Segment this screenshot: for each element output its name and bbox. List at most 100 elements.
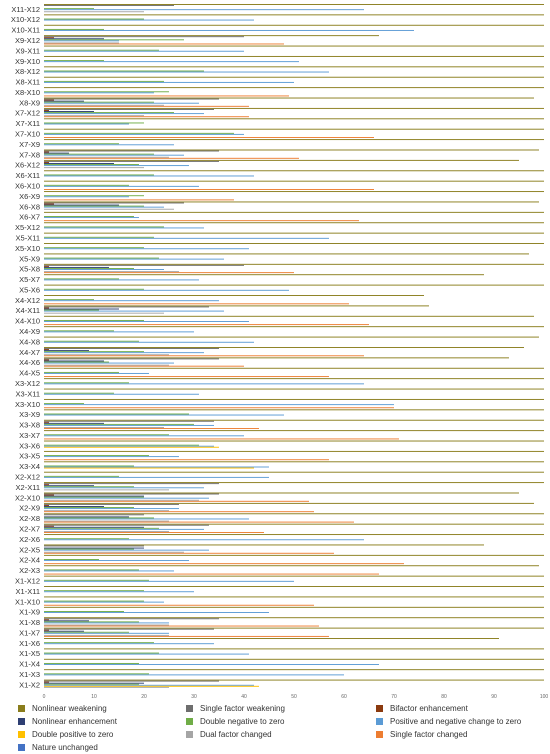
bar [44,310,224,312]
bar [44,430,544,432]
bar [44,248,249,250]
bar [44,495,144,497]
bar [44,414,284,416]
bar [44,361,109,363]
bar [44,349,49,351]
category-label: X6-X8 [19,202,40,211]
category-label: X4-X10 [15,317,40,326]
bar [44,100,84,102]
category-label: X3-X8 [19,421,40,430]
bar [44,355,364,357]
bar [44,203,54,205]
bar [44,305,429,307]
category-label: X5-X10 [15,244,40,253]
legend-swatch [186,718,193,725]
bar [44,586,544,587]
bar [44,4,544,5]
legend-label: Single factor changed [390,730,468,739]
legend-label: Double negative to zero [200,717,285,726]
bar [44,504,49,506]
category-label: X9-X12 [15,36,40,45]
bar [44,422,104,424]
bar [44,419,544,421]
bar [44,606,544,608]
bar [44,513,544,515]
bar [44,309,99,311]
bar [44,99,54,101]
bar [44,118,544,120]
bar [44,154,184,156]
bar [44,156,169,158]
bar [44,164,139,166]
bar [44,590,144,592]
bar [44,612,269,613]
category-label: X6-X11 [16,171,40,180]
category-label: X1-X9 [19,608,40,617]
bar [44,475,119,477]
bar [44,364,169,366]
bar [44,144,174,146]
bar [44,580,294,582]
bar [44,9,364,11]
category-label: X4-X9 [19,327,40,336]
bar [44,226,164,228]
category-labels: X11-X12X10-X12X10-X11X9-X12X9-X11X9-X10X… [11,5,40,690]
category-label: X5-X12 [15,223,40,232]
bar [44,247,144,249]
legend-item: Nature unchanged [18,741,98,754]
category-label: X2-X4 [19,556,40,565]
category-label: X5-X9 [19,254,40,263]
bar [44,643,214,645]
bar [44,438,399,440]
bar [44,662,139,664]
bar [44,489,169,491]
bar [44,445,214,447]
bar [44,98,219,100]
legend-label: Positive and negative change to zero [390,717,522,726]
bar [44,40,119,42]
bar [44,321,249,322]
bar [44,551,184,553]
category-label: X8-X11 [16,78,40,87]
bar [44,268,134,269]
x-tick-label: 60 [341,694,347,700]
category-label: X3-X12 [15,379,40,388]
bar [44,570,174,572]
bar [44,534,544,536]
bar [44,227,204,229]
bar [44,403,84,405]
category-label: X1-X3 [19,670,40,679]
category-label: X2-X12 [15,473,40,482]
bar [44,105,249,107]
bar [44,264,244,266]
legend-swatch [18,705,25,712]
category-label: X4-X12 [15,296,40,305]
x-tick-label: 70 [391,694,397,700]
bar [44,279,199,281]
bar [44,299,94,301]
bar [44,91,169,93]
bar [44,404,394,406]
bar [44,487,204,489]
bar [44,206,164,208]
bar [44,116,249,118]
legend-label: Nonlinear enhancement [32,717,117,726]
bar [44,352,204,354]
bar [44,407,394,409]
bar [44,340,139,342]
bar [44,271,179,273]
bar [44,392,114,394]
bar [44,683,139,685]
bar [44,205,144,207]
category-label: X3-X11 [16,389,40,398]
bar [44,354,169,356]
legend-label: Double positive to zero [32,730,114,739]
bar [44,579,149,581]
bar [44,367,544,369]
category-label: X7-X8 [19,150,40,159]
bar [44,199,234,201]
bar [44,348,219,349]
bar [44,466,269,468]
bar [44,619,49,621]
bar [44,161,49,163]
